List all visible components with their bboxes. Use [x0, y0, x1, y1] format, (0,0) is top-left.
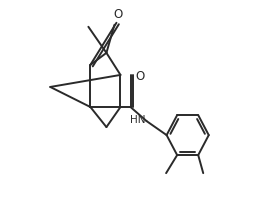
- Text: O: O: [135, 70, 145, 83]
- Text: HN: HN: [130, 115, 145, 125]
- Text: O: O: [114, 8, 123, 21]
